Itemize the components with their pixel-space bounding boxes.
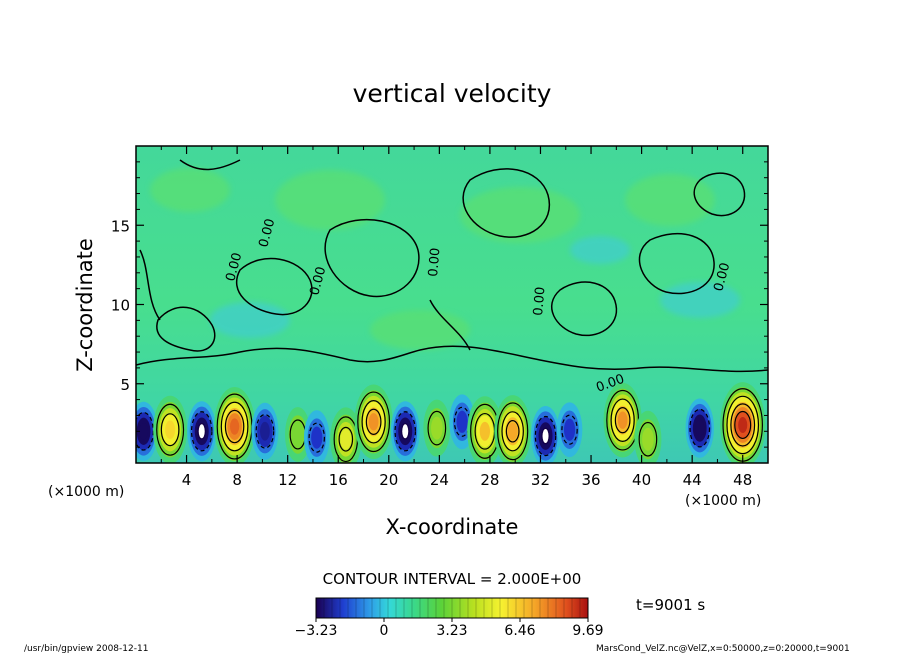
colorbar-tick-label: 6.46 bbox=[504, 623, 535, 639]
cell-fill bbox=[617, 411, 628, 429]
cell-fill bbox=[507, 422, 518, 440]
cell-contour bbox=[156, 403, 185, 456]
x-axis-label: X-coordinate bbox=[386, 515, 519, 539]
cell-contour bbox=[726, 395, 760, 455]
cell-contour bbox=[610, 398, 635, 442]
cell-peak bbox=[402, 424, 409, 439]
cell-fill bbox=[642, 427, 654, 451]
cell-contour bbox=[497, 402, 529, 461]
x-tick-label: 4 bbox=[182, 471, 192, 489]
cell-contour bbox=[689, 408, 711, 448]
x-tick-label: 44 bbox=[683, 471, 702, 489]
contour-lines bbox=[136, 159, 768, 373]
cell-contour bbox=[365, 408, 382, 435]
cell-peak bbox=[542, 429, 549, 444]
cell-contour bbox=[427, 410, 447, 446]
cell-fill bbox=[456, 410, 468, 433]
cell-fill bbox=[165, 420, 176, 439]
cell-contour bbox=[190, 411, 213, 452]
contour-label: 0.00 bbox=[223, 251, 245, 283]
cell-fill bbox=[311, 426, 323, 449]
background-texture bbox=[150, 168, 740, 350]
cell-contour bbox=[220, 401, 249, 452]
footer-right: MarsCond_VelZ.nc@VelZ,x=0:50000,z=0:2000… bbox=[596, 644, 850, 654]
x-tick-label: 32 bbox=[531, 471, 550, 489]
cell-contour bbox=[505, 420, 520, 443]
cell-contour bbox=[224, 409, 245, 444]
x-unit-right: (×1000 m) bbox=[685, 493, 761, 509]
colorbar-tick-label: 0 bbox=[380, 623, 389, 639]
x-tick-label: 16 bbox=[329, 471, 348, 489]
y-tick-label: 10 bbox=[111, 297, 130, 315]
cell-contour bbox=[638, 421, 658, 457]
x-tick-label: 36 bbox=[581, 471, 600, 489]
x-tick-label: 48 bbox=[733, 471, 752, 489]
x-unit-left: (×1000 m) bbox=[48, 484, 124, 500]
cell-fill bbox=[368, 413, 379, 431]
cell-fill bbox=[695, 419, 705, 437]
contour-labels: 0.00 0.00 0.00 0.00 0.00 0.00 0.00 bbox=[223, 217, 733, 396]
colorbar-tick-label: −3.23 bbox=[295, 623, 338, 639]
y-axis-ticks: 5 10 15 bbox=[111, 161, 768, 448]
x-axis-ticks: 4 8 12 16 20 24 28 32 36 40 44 48 bbox=[160, 146, 752, 489]
cell-fill bbox=[260, 421, 270, 441]
cell-contour bbox=[501, 411, 524, 452]
cell-contour bbox=[361, 400, 386, 444]
cell-contour bbox=[614, 407, 631, 434]
cell-contour bbox=[357, 391, 391, 453]
cell-fill bbox=[340, 429, 352, 450]
colorbar-tick-label: 3.23 bbox=[436, 623, 467, 639]
cell-fill bbox=[139, 422, 149, 440]
cell-contour bbox=[534, 415, 557, 457]
contour-label: 0.00 bbox=[531, 286, 548, 316]
x-tick-label: 24 bbox=[430, 471, 449, 489]
cell-contour bbox=[255, 413, 275, 449]
contour-label: 0.00 bbox=[256, 217, 278, 249]
colorbar-ticks: −3.23 0 3.23 6.46 9.69 bbox=[295, 598, 604, 639]
cell-contour bbox=[160, 413, 180, 447]
time-label: t=9001 s bbox=[636, 596, 705, 614]
cell-fill bbox=[430, 416, 443, 440]
cell-fill bbox=[738, 416, 748, 433]
cell-contour bbox=[561, 414, 578, 445]
plot-area: 0.00 0.00 0.00 0.00 0.00 0.00 0.00 bbox=[135, 145, 769, 464]
x-tick-label: 8 bbox=[232, 471, 242, 489]
cell-contour bbox=[730, 403, 756, 447]
y-tick-label: 15 bbox=[111, 217, 130, 235]
x-tick-label: 12 bbox=[278, 471, 297, 489]
x-tick-label: 28 bbox=[480, 471, 499, 489]
contour-label: 0.00 bbox=[711, 261, 733, 293]
y-tick-label: 5 bbox=[120, 376, 130, 394]
colorbar-tick-label: 9.69 bbox=[572, 623, 603, 639]
cell-contour bbox=[734, 410, 752, 440]
cell-fill bbox=[229, 418, 240, 435]
chart-title: vertical velocity bbox=[353, 79, 552, 108]
cell-fill bbox=[563, 418, 576, 441]
near-surface-cells bbox=[136, 382, 766, 463]
contour-label: 0.00 bbox=[307, 265, 329, 297]
x-tick-label: 40 bbox=[632, 471, 651, 489]
cell-peak bbox=[198, 424, 205, 439]
cell-contour bbox=[394, 411, 417, 452]
contour-interval: CONTOUR INTERVAL = 2.000E+00 bbox=[323, 570, 582, 588]
cell-contour bbox=[338, 426, 354, 452]
y-axis-label: Z-coordinate bbox=[73, 238, 97, 372]
cell-fill bbox=[292, 423, 304, 446]
colorbar: −3.23 0 3.23 6.46 9.69 bbox=[295, 597, 604, 639]
cell-contour bbox=[308, 422, 325, 453]
contour-label: 0.00 bbox=[426, 247, 443, 277]
x-tick-label: 20 bbox=[379, 471, 398, 489]
footer-left: /usr/bin/gpview 2008-12-11 bbox=[24, 644, 148, 654]
cell-fill bbox=[479, 421, 491, 441]
